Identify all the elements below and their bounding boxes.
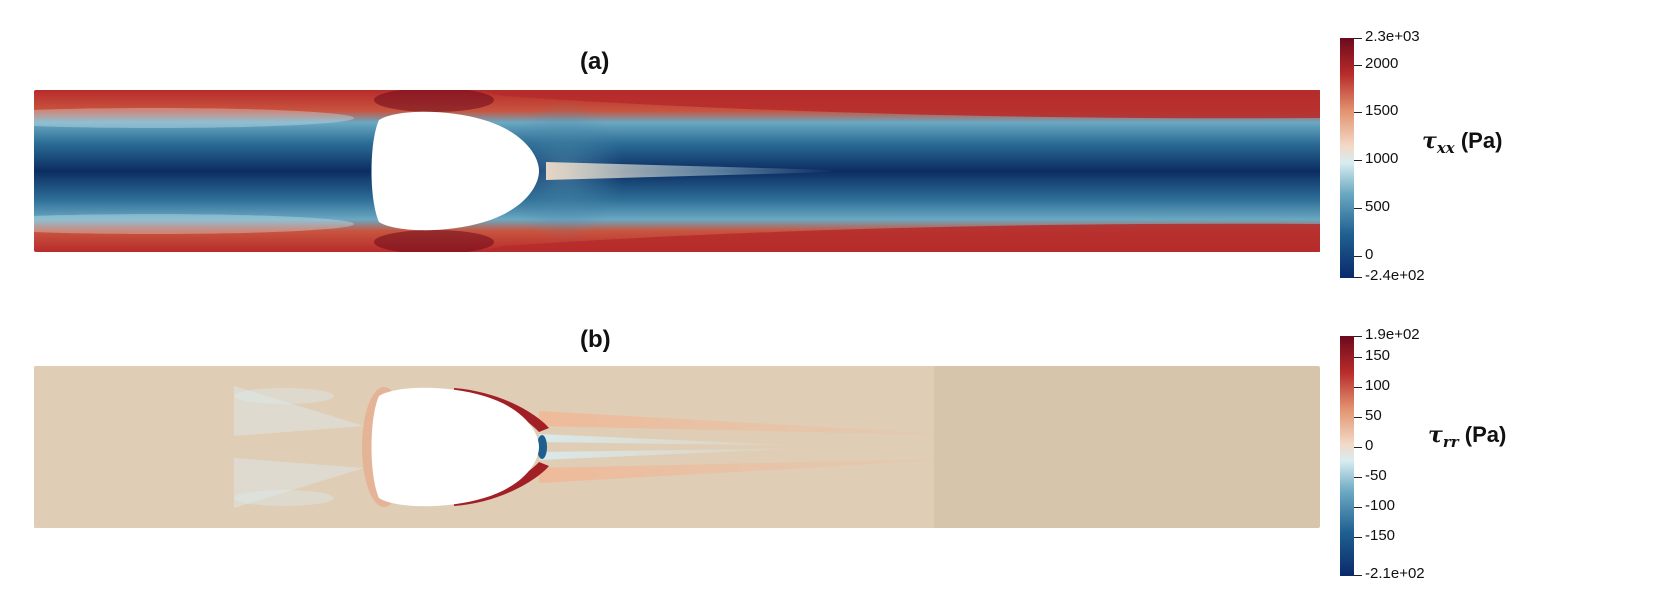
cb-a-min-label: -2.4e+02 bbox=[1365, 267, 1425, 284]
cb-a-tick bbox=[1354, 112, 1362, 113]
cb-b-tick bbox=[1354, 447, 1362, 448]
cb-b-max-label: 1.9e+02 bbox=[1365, 326, 1420, 343]
cb-a-tick-label: 1500 bbox=[1365, 102, 1399, 119]
cb-b-symbol: τ bbox=[1428, 422, 1443, 448]
cb-b-tick bbox=[1354, 477, 1362, 478]
cb-b-tick-label: -50 bbox=[1365, 467, 1387, 484]
trr-colorbar bbox=[1340, 336, 1354, 576]
cb-a-tick bbox=[1354, 208, 1362, 209]
cb-a-title: τxx (Pa) bbox=[1422, 128, 1503, 157]
cb-b-tick-label: -150 bbox=[1365, 527, 1396, 544]
cb-b-tick-max bbox=[1354, 336, 1362, 337]
cb-a-tick-label: 1000 bbox=[1365, 150, 1399, 167]
cb-a-max-label: 2.3e+03 bbox=[1365, 28, 1420, 45]
txx-contour-field bbox=[34, 90, 1320, 252]
cb-a-tick-label: 2000 bbox=[1365, 55, 1399, 72]
cb-a-symbol: τ bbox=[1422, 128, 1437, 154]
cb-b-tick-label: -100 bbox=[1365, 497, 1396, 514]
trr-contour-field bbox=[34, 366, 1320, 528]
panel-label-a: (a) bbox=[580, 48, 610, 75]
cb-b-min-label: -2.1e+02 bbox=[1365, 565, 1425, 582]
cb-a-subscript: xx bbox=[1436, 139, 1455, 157]
cb-a-tick bbox=[1354, 256, 1362, 257]
cb-b-tick bbox=[1354, 537, 1362, 538]
cb-a-tick bbox=[1354, 160, 1362, 161]
obstacle-b bbox=[371, 387, 539, 507]
cb-a-unit: (Pa) bbox=[1460, 128, 1503, 153]
cb-b-title: τrr (Pa) bbox=[1428, 422, 1507, 451]
obstacle-a bbox=[371, 111, 539, 231]
cb-a-tick-label: 0 bbox=[1365, 246, 1374, 263]
cb-b-subscript: rr bbox=[1442, 433, 1459, 451]
cb-b-tick bbox=[1354, 507, 1362, 508]
cb-b-tick-label: 100 bbox=[1365, 377, 1391, 394]
cb-b-tick-min bbox=[1354, 575, 1362, 576]
cb-a-tick-min bbox=[1354, 277, 1362, 278]
cb-b-tick-label: 50 bbox=[1365, 407, 1382, 424]
cb-a-tick bbox=[1354, 65, 1362, 66]
cb-b-tick bbox=[1354, 387, 1362, 388]
cb-a-tick-max bbox=[1354, 38, 1362, 39]
cb-b-tick-label: 150 bbox=[1365, 347, 1391, 364]
cb-b-tick bbox=[1354, 357, 1362, 358]
cb-b-tick-label: 0 bbox=[1365, 437, 1374, 454]
txx-colorbar bbox=[1340, 38, 1354, 278]
cb-b-unit: (Pa) bbox=[1464, 422, 1507, 447]
cb-b-tick bbox=[1354, 417, 1362, 418]
cb-a-tick-label: 500 bbox=[1365, 198, 1391, 215]
panel-label-b: (b) bbox=[580, 326, 611, 353]
